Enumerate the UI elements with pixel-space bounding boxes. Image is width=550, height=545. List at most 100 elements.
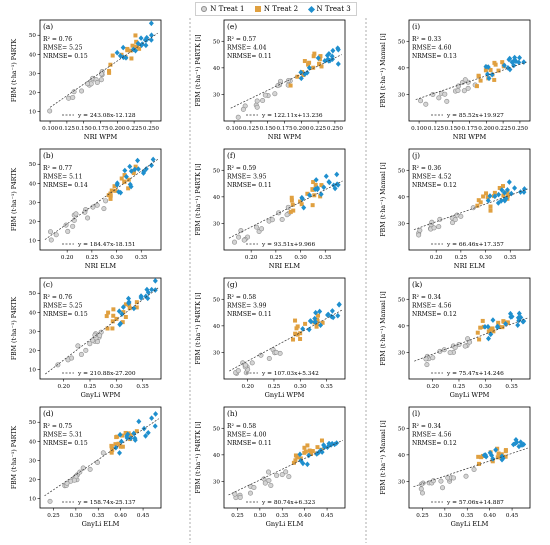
data-point-n-treat-2 xyxy=(481,194,486,199)
x-tick-label: 0.35 xyxy=(461,513,474,519)
data-point-n-treat-2 xyxy=(492,77,497,82)
stat-text: R² = 0.57 xyxy=(227,36,256,43)
regression-line xyxy=(413,188,528,230)
x-tick-label: 0.20 xyxy=(245,255,258,261)
data-point-n-treat-3 xyxy=(118,189,124,196)
x-tick-label: 0.35 xyxy=(504,255,517,261)
data-point-n-treat-3 xyxy=(298,75,304,82)
y-tick-label: 50 xyxy=(29,420,37,426)
data-point-n-treat-2 xyxy=(319,64,324,69)
equation-text: y = 57.06x+14.887 xyxy=(446,500,504,506)
data-point-n-treat-3 xyxy=(117,321,123,328)
data-point-n-treat-3 xyxy=(507,310,513,317)
x-axis-label: GnyLi WPM xyxy=(450,391,490,399)
data-point-n-treat-2 xyxy=(127,306,132,311)
panel-d: 0.25 0.30 0.35 0.40 0.45 10 20 30 40 50 GnyLi ELM F… xyxy=(11,406,162,528)
x-axis-label: NRI WPM xyxy=(453,133,487,141)
data-point-n-treat-3 xyxy=(488,331,494,338)
data-point-n-treat-1 xyxy=(243,362,249,368)
data-point-n-treat-3 xyxy=(330,47,336,54)
data-point-n-treat-3 xyxy=(314,451,320,457)
data-point-n-treat-3 xyxy=(131,305,137,312)
data-point-n-treat-1 xyxy=(274,472,280,478)
data-point-n-treat-1 xyxy=(436,95,442,101)
x-tick-label: 0.35 xyxy=(319,255,332,261)
data-point-n-treat-1 xyxy=(416,232,422,238)
data-point-n-treat-3 xyxy=(515,322,521,328)
data-point-n-treat-2 xyxy=(317,62,322,67)
data-point-n-treat-1 xyxy=(259,226,265,232)
data-point-n-treat-3 xyxy=(149,415,155,421)
data-point-n-treat-3 xyxy=(512,54,518,61)
panel-label: (k) xyxy=(412,280,422,289)
data-point-n-treat-3 xyxy=(152,278,158,284)
data-point-n-treat-3 xyxy=(135,157,141,164)
data-point-n-treat-2 xyxy=(476,198,481,203)
data-point-n-treat-2 xyxy=(495,446,500,451)
y-tick-label: 50 xyxy=(398,426,406,432)
x-tick-label: 0.20 xyxy=(426,384,439,390)
regression-line xyxy=(45,287,159,375)
y-tick-label: 50 xyxy=(29,162,37,168)
panel-label: (j) xyxy=(412,151,420,160)
data-point-n-treat-2 xyxy=(295,324,300,329)
stat-text: R² = 0.59 xyxy=(227,165,256,172)
plot-frame xyxy=(39,148,162,251)
data-point-n-treat-3 xyxy=(128,435,134,442)
data-point-n-treat-3 xyxy=(483,63,489,70)
x-tick-label: 0.20 xyxy=(57,384,70,390)
data-point-n-treat-2 xyxy=(480,318,485,323)
data-point-n-treat-2 xyxy=(112,184,117,189)
data-point-n-treat-2 xyxy=(295,74,300,79)
data-point-n-treat-3 xyxy=(511,57,517,64)
panel-h: 0.25 0.30 0.35 0.40 0.45 30 40 50 GnyLi ELM FBM (… xyxy=(195,406,346,528)
data-point-n-treat-3 xyxy=(486,335,492,342)
data-point-n-treat-2 xyxy=(319,438,324,443)
data-point-n-treat-3 xyxy=(144,286,150,293)
y-axis-label: FBM (t·ha⁻¹) Manual [i] xyxy=(380,33,387,107)
data-point-n-treat-2 xyxy=(318,194,323,199)
stat-text: NRMSE= 0.12 xyxy=(412,440,457,447)
data-point-n-treat-2 xyxy=(118,444,123,449)
regression-line xyxy=(415,61,527,100)
data-point-n-treat-3 xyxy=(148,37,154,43)
regression-line xyxy=(230,54,342,109)
data-point-n-treat-1 xyxy=(424,362,430,368)
data-point-n-treat-3 xyxy=(117,450,123,456)
plot-frame xyxy=(223,406,346,509)
data-point-n-treat-2 xyxy=(128,433,133,438)
x-tick-label: 0.35 xyxy=(136,384,149,390)
data-point-n-treat-2 xyxy=(123,314,128,319)
data-point-n-treat-3 xyxy=(145,289,151,296)
y-tick-label: 40 xyxy=(29,181,37,187)
data-point-n-treat-1 xyxy=(272,91,278,97)
data-point-n-treat-1 xyxy=(417,227,423,233)
x-tick-label: 0.25 xyxy=(231,513,244,519)
data-point-n-treat-2 xyxy=(483,68,488,73)
x-tick-label: 0.250 xyxy=(143,126,159,132)
data-point-n-treat-3 xyxy=(332,441,338,448)
data-point-n-treat-2 xyxy=(109,445,114,450)
data-point-n-treat-1 xyxy=(254,224,260,230)
data-point-n-treat-2 xyxy=(311,54,316,59)
data-point-n-treat-2 xyxy=(478,78,483,83)
square-marker-icon xyxy=(254,6,261,12)
data-point-n-treat-2 xyxy=(316,313,321,318)
x-tick-label: 0.100 xyxy=(226,126,242,132)
data-point-n-treat-1 xyxy=(266,477,272,483)
x-tick-label: 0.200 xyxy=(293,126,309,132)
regression-line xyxy=(49,32,158,108)
legend-item-n-treat-3: N Treat 3 xyxy=(307,5,351,13)
x-axis-label: NRI WPM xyxy=(84,133,118,141)
panel-label: (e) xyxy=(227,22,237,31)
data-point-n-treat-2 xyxy=(108,191,113,196)
x-tick-label: 0.125 xyxy=(428,126,444,132)
data-point-n-treat-3 xyxy=(336,302,342,308)
data-point-n-treat-3 xyxy=(135,40,141,47)
y-tick-label: 40 xyxy=(213,324,221,330)
data-point-n-treat-2 xyxy=(123,430,128,435)
x-tick-label: 0.45 xyxy=(137,513,150,519)
data-point-n-treat-2 xyxy=(476,74,481,79)
stat-text: NRMSE= 0.15 xyxy=(43,440,88,447)
data-point-n-treat-2 xyxy=(291,208,296,213)
